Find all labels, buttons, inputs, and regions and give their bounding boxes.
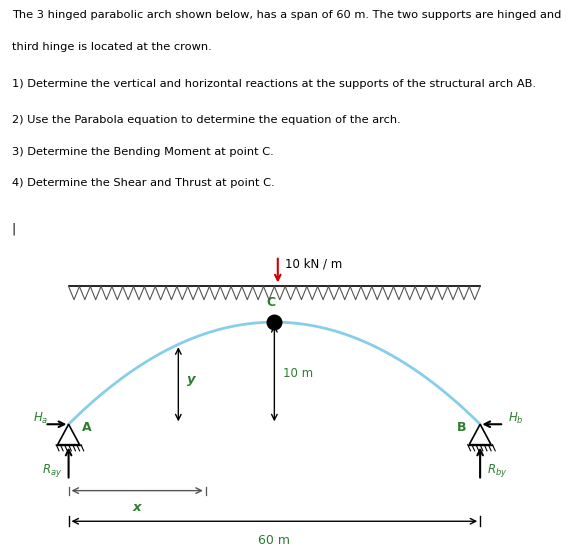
Text: 4) Determine the Shear and Thrust at point C.: 4) Determine the Shear and Thrust at poi… (12, 178, 274, 188)
Text: $H_b$: $H_b$ (508, 411, 523, 426)
Text: $R_{by}$: $R_{by}$ (487, 462, 507, 478)
Point (270, 317, 279, 326)
Text: 60 m: 60 m (258, 534, 290, 546)
Text: 10 m: 10 m (283, 367, 314, 380)
Text: x: x (133, 501, 142, 514)
Text: $R_{ay}$: $R_{ay}$ (41, 462, 62, 478)
Text: 10 kN / m: 10 kN / m (285, 258, 342, 271)
Text: 2) Use the Parabola equation to determine the equation of the arch.: 2) Use the Parabola equation to determin… (12, 115, 401, 125)
Text: third hinge is located at the crown.: third hinge is located at the crown. (12, 42, 212, 52)
Text: The 3 hinged parabolic arch shown below, has a span of 60 m. The two supports ar: The 3 hinged parabolic arch shown below,… (12, 11, 561, 21)
Text: C: C (266, 296, 276, 309)
Text: 1) Determine the vertical and horizontal reactions at the supports of the struct: 1) Determine the vertical and horizontal… (12, 79, 536, 89)
Text: 3) Determine the Bending Moment at point C.: 3) Determine the Bending Moment at point… (12, 146, 273, 157)
Text: $H_a$: $H_a$ (33, 411, 48, 426)
Text: |: | (12, 222, 16, 236)
Text: B: B (457, 421, 466, 434)
Text: A: A (82, 421, 92, 434)
Text: y: y (187, 373, 195, 385)
